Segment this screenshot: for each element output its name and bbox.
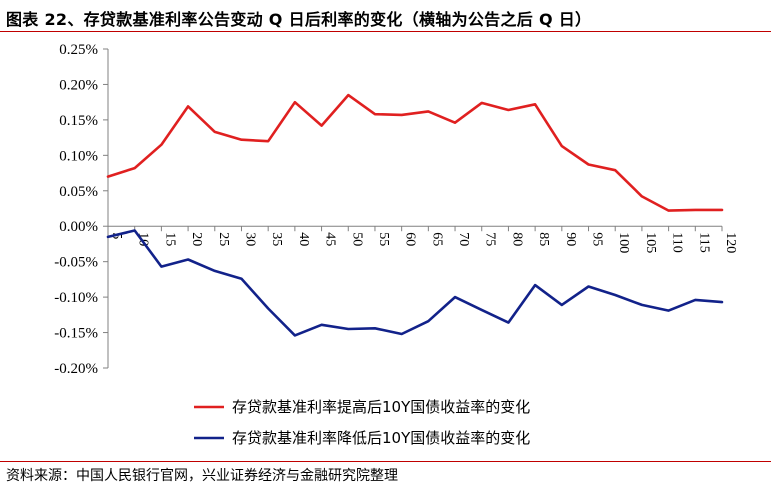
x-tick-label: 50 bbox=[349, 232, 364, 246]
raise-series-line bbox=[106, 93, 724, 212]
x-tick-label: 60 bbox=[403, 232, 418, 246]
chart-title: 图表 22、存贷款基准利率公告变动 Q 日后利率的变化（横轴为公告之后 Q 日） bbox=[6, 10, 592, 29]
source-rule bbox=[0, 461, 771, 462]
y-tick-label: -0.05% bbox=[54, 255, 98, 271]
x-tick-label: 20 bbox=[189, 232, 204, 246]
title-rule bbox=[0, 31, 771, 32]
x-tick-label: 75 bbox=[483, 232, 498, 246]
y-tick-label: 0.05% bbox=[59, 184, 98, 200]
x-tick-label: 120 bbox=[723, 232, 738, 253]
x-tick-label: 25 bbox=[216, 232, 231, 246]
legend: 存贷款基准利率提高后10Y国债收益率的变化存贷款基准利率降低后10Y国债收益率的… bbox=[194, 398, 530, 447]
y-tick-label: 0.00% bbox=[59, 219, 98, 235]
x-tick-label: 45 bbox=[323, 232, 338, 246]
x-tick-label: 115 bbox=[696, 232, 711, 252]
x-tick-label: 70 bbox=[456, 232, 471, 246]
cut-series-line bbox=[106, 229, 724, 337]
x-tick-label: 90 bbox=[563, 232, 578, 246]
y-tick-label: 0.15% bbox=[59, 113, 98, 129]
line-chart: 0.25% 0.20% 0.15% 0.10% 0.05% 0.00% -0.05% -0.1… bbox=[54, 42, 738, 447]
source-note: 资料来源：中国人民银行官网，兴业证券经济与金融研究院整理 bbox=[6, 468, 398, 484]
y-tick-label: -0.10% bbox=[54, 290, 98, 306]
x-tick-label: 55 bbox=[376, 232, 391, 246]
y-tick-label: -0.20% bbox=[54, 361, 98, 377]
x-tick-label: 15 bbox=[162, 232, 177, 246]
x-tick-label: 30 bbox=[242, 232, 257, 246]
axes: 0.25% 0.20% 0.15% 0.10% 0.05% 0.00% -0.05% -0.1… bbox=[54, 42, 738, 377]
x-tick-label: 65 bbox=[429, 232, 444, 246]
series-lines bbox=[106, 93, 724, 337]
x-tick-label: 35 bbox=[269, 232, 284, 246]
x-tick-label: 80 bbox=[509, 232, 524, 246]
y-tick-label: 0.25% bbox=[59, 42, 98, 58]
x-tick-label: 95 bbox=[590, 232, 605, 246]
x-tick-label: 100 bbox=[616, 232, 631, 253]
x-tick-label: 85 bbox=[536, 232, 551, 246]
y-tick-label: 0.20% bbox=[59, 77, 98, 93]
x-tick-label: 105 bbox=[643, 232, 658, 253]
x-tick-label: 40 bbox=[296, 232, 311, 246]
y-tick-label: -0.15% bbox=[54, 326, 98, 342]
legend-raise-label: 存贷款基准利率提高后10Y国债收益率的变化 bbox=[232, 398, 530, 416]
x-tick-label: 110 bbox=[670, 232, 685, 252]
y-tick-label: 0.10% bbox=[59, 148, 98, 164]
legend-cut-label: 存贷款基准利率降低后10Y国债收益率的变化 bbox=[232, 429, 530, 447]
